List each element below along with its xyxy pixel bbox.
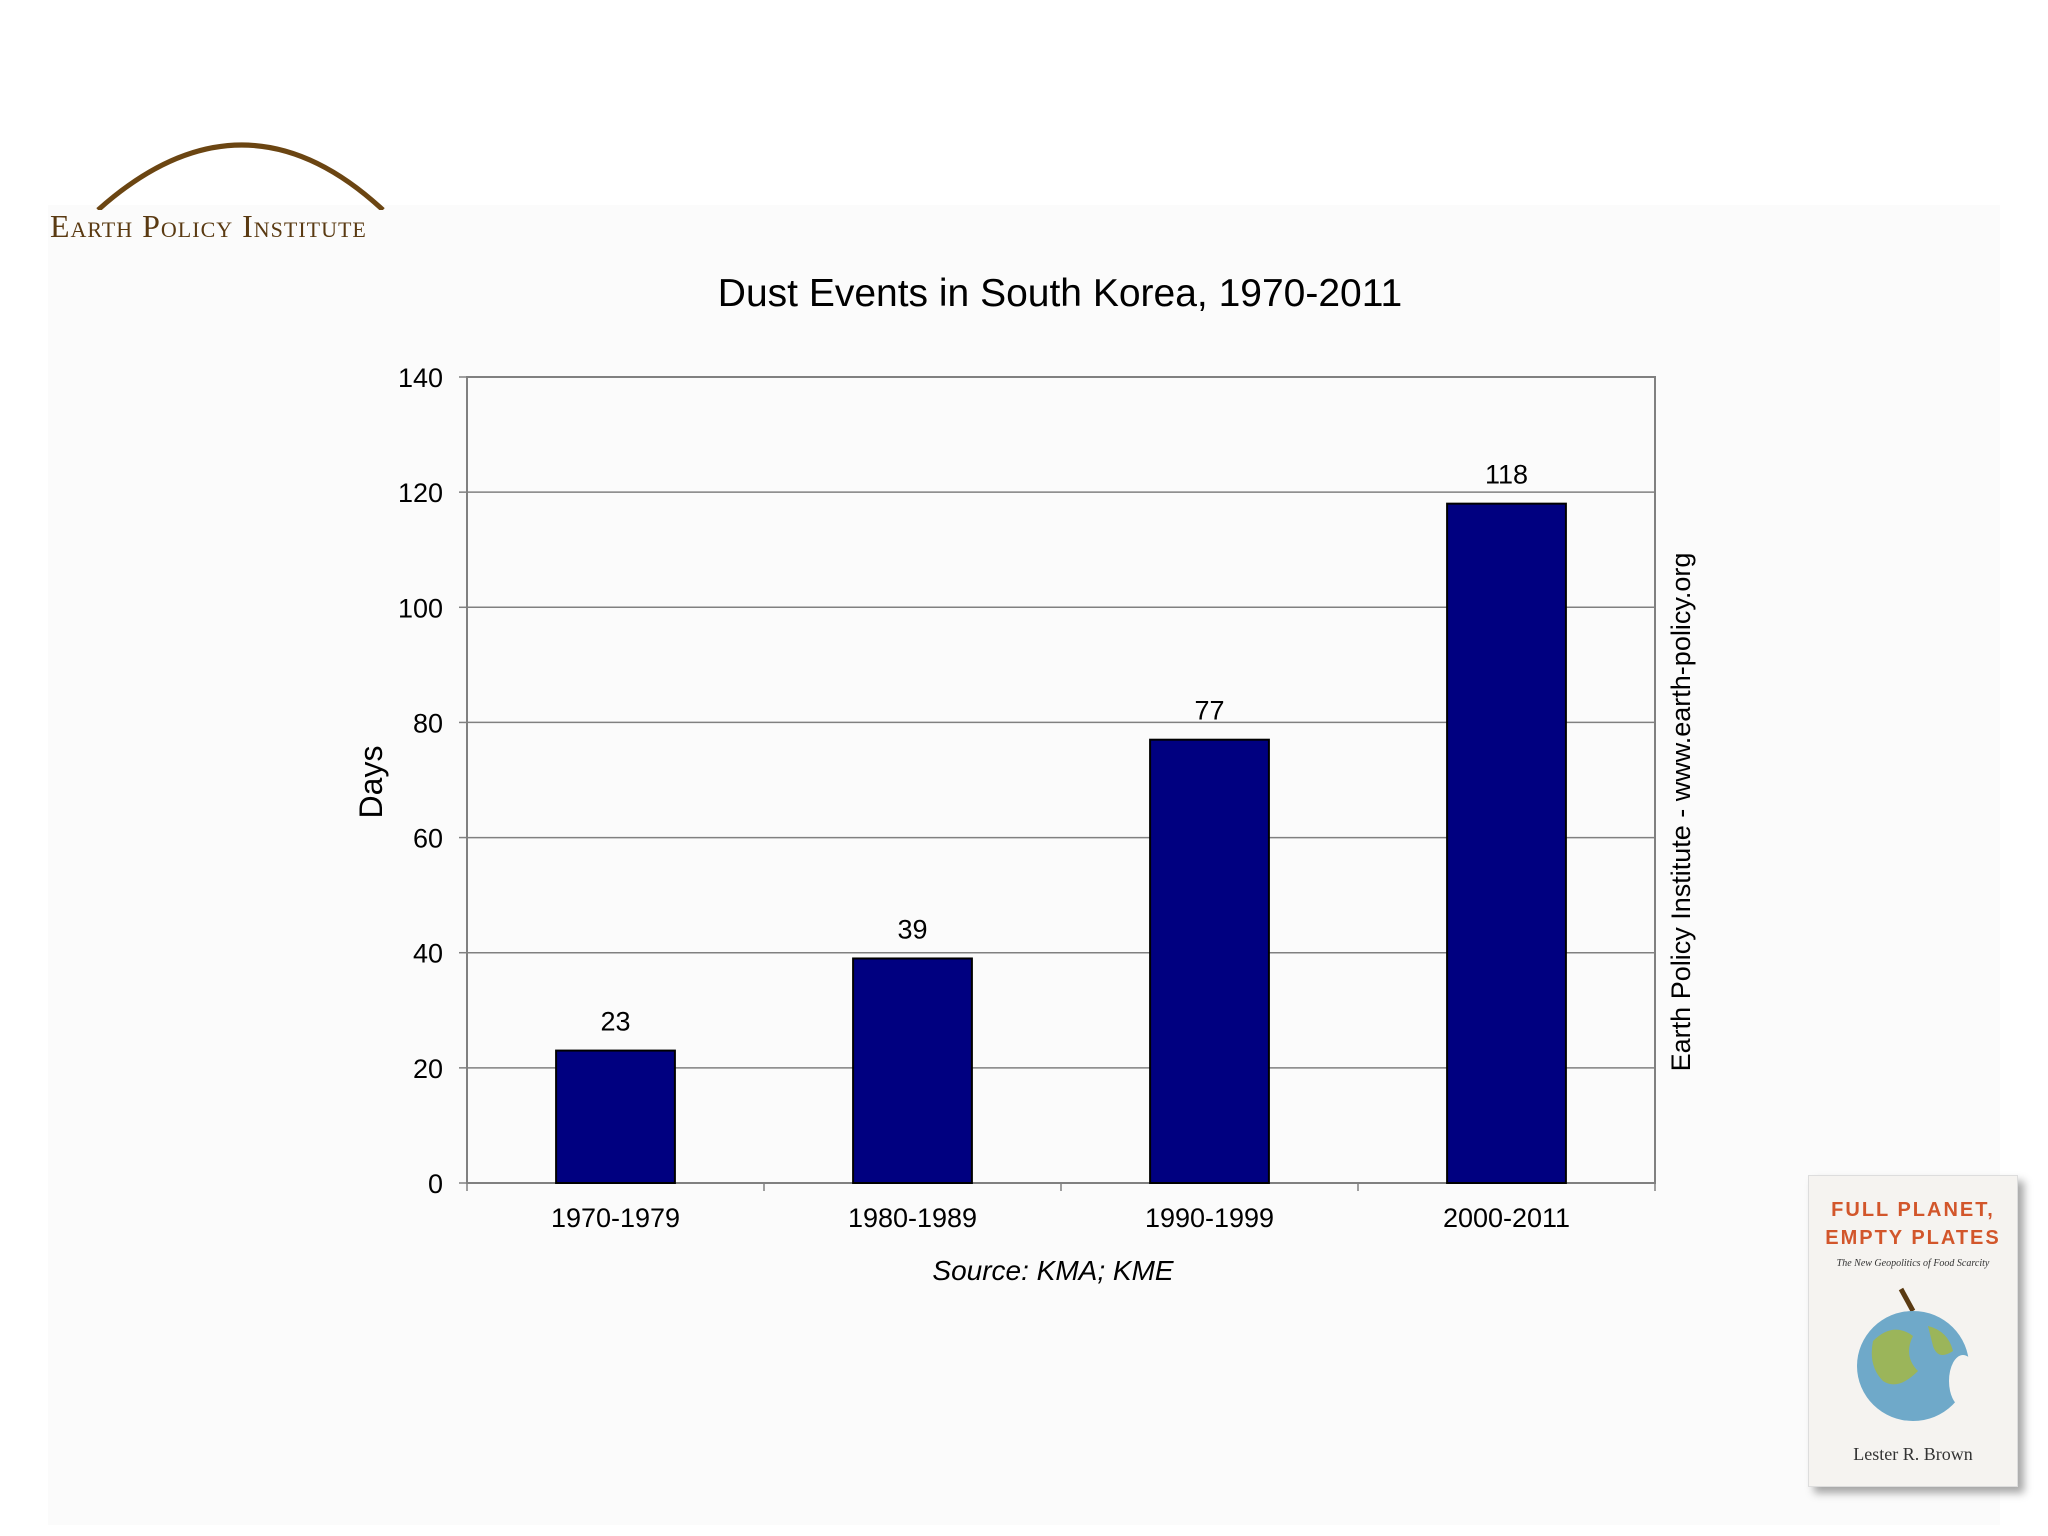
chart-title: Dust Events in South Korea, 1970-2011 bbox=[718, 272, 1402, 315]
x-tick-label: 1980-1989 bbox=[848, 1203, 977, 1233]
book-title-line1: FULL PLANET, bbox=[1831, 1199, 1995, 1221]
book-title: FULL PLANET, EMPTY PLATES bbox=[1809, 1196, 2017, 1252]
x-tick-label: 1990-1999 bbox=[1145, 1203, 1274, 1233]
y-tick-label: 80 bbox=[413, 708, 443, 738]
y-tick-label: 0 bbox=[428, 1169, 443, 1199]
axis-ticks: 0 20 40 60 80 100 120 140 1970-1979 1980-1989 1990… bbox=[398, 363, 1656, 1233]
y-tick-label: 20 bbox=[413, 1054, 443, 1084]
y-tick-label: 140 bbox=[398, 363, 443, 393]
bar-data-label: 39 bbox=[897, 914, 927, 944]
source-note: Source: KMA; KME bbox=[932, 1255, 1174, 1286]
book-author: Lester R. Brown bbox=[1853, 1444, 1973, 1464]
logo-text: Earth Policy Institute bbox=[50, 208, 367, 244]
slide-panel bbox=[48, 205, 2000, 1525]
logo-arc-icon bbox=[96, 142, 385, 212]
book-subtitle: The New Geopolitics of Food Scarcity bbox=[1836, 1258, 1990, 1269]
x-tick-label: 2000-2011 bbox=[1443, 1203, 1570, 1233]
x-tick-label: 1970-1979 bbox=[551, 1203, 680, 1233]
bar bbox=[555, 1049, 676, 1184]
bar bbox=[1446, 502, 1567, 1184]
y-tick-label: 100 bbox=[398, 593, 443, 623]
y-tick-label: 40 bbox=[413, 939, 443, 969]
bar bbox=[1149, 738, 1270, 1184]
bars: 23 39 77 118 bbox=[555, 460, 1567, 1184]
watermark-text: Earth Policy Institute - www.earth-polic… bbox=[1666, 553, 1696, 1072]
book-cover: FULL PLANET, EMPTY PLATES The New Geopol… bbox=[1808, 1175, 2018, 1487]
y-tick-label: 120 bbox=[398, 478, 443, 508]
y-axis-label: Days bbox=[353, 746, 389, 819]
bar bbox=[852, 957, 973, 1184]
earth-policy-institute-logo: Earth Policy Institute bbox=[48, 110, 448, 250]
bar-data-label: 23 bbox=[600, 1007, 630, 1037]
globe-apple-icon bbox=[1857, 1287, 1977, 1421]
y-tick-label: 60 bbox=[413, 824, 443, 854]
book-title-line2: EMPTY PLATES bbox=[1825, 1227, 2001, 1249]
bar-data-label: 118 bbox=[1485, 460, 1528, 490]
bar-data-label: 77 bbox=[1194, 696, 1224, 726]
